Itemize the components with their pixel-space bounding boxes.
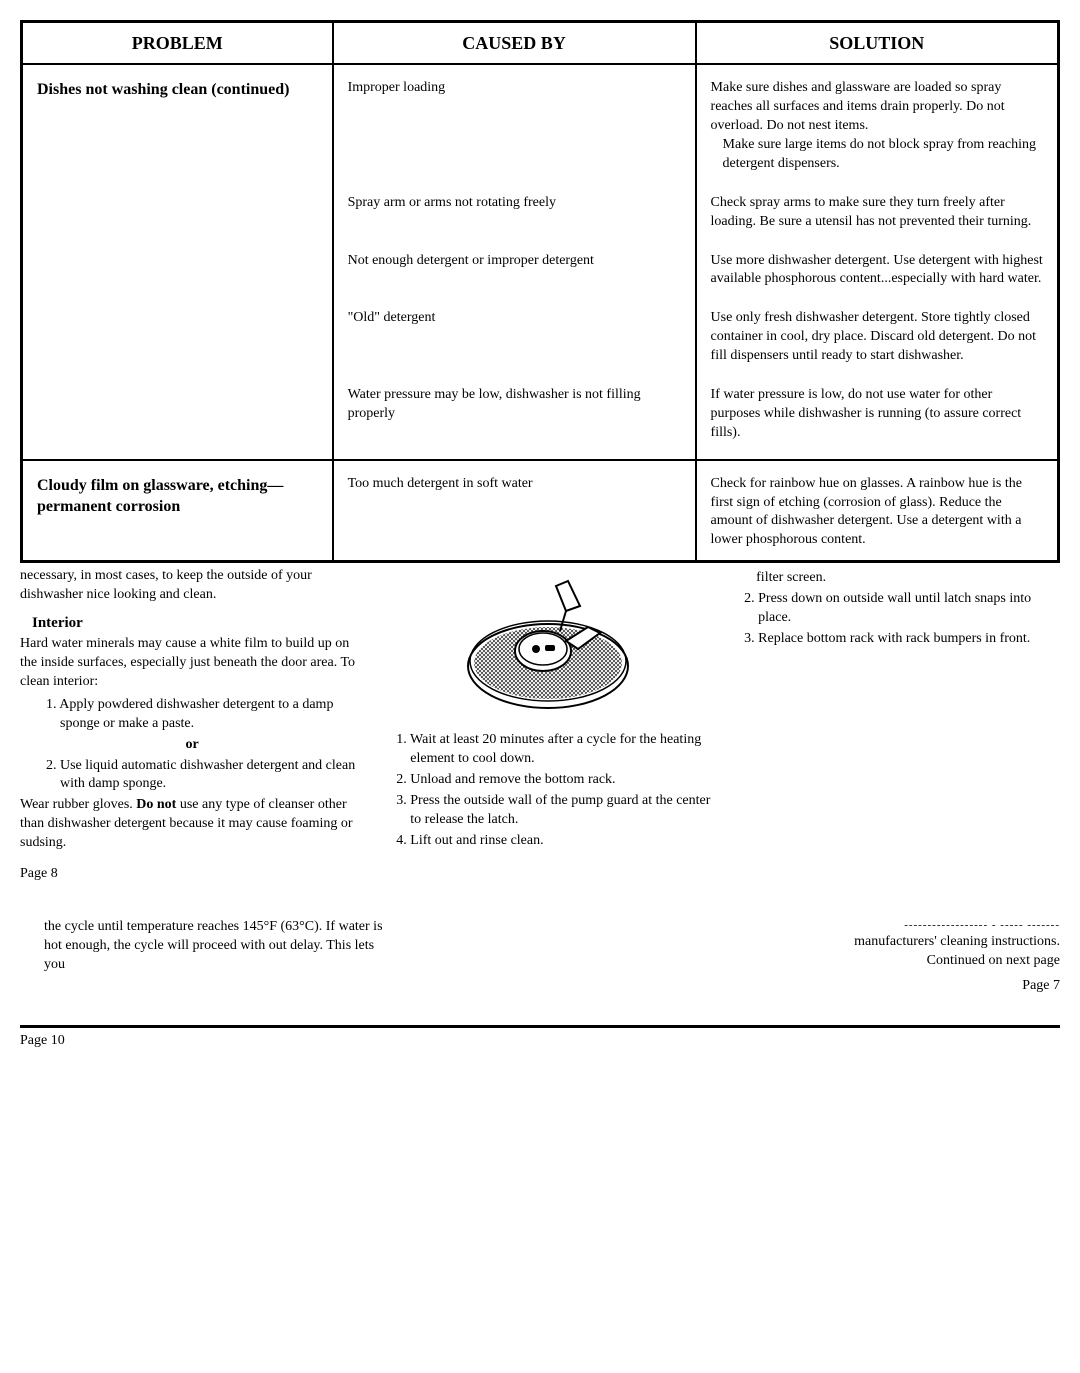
or-label: or	[20, 736, 364, 755]
table-row: Dishes not washing clean (continued) Imp…	[22, 64, 1059, 183]
list-item: 2. Use liquid automatic dishwasher deter…	[34, 757, 364, 795]
list-item: 2. Press down on outside wall until latc…	[732, 590, 1060, 628]
cause-cell: Too much detergent in soft water	[333, 460, 696, 562]
solution-cell: If water pressure is low, do not use wat…	[696, 376, 1059, 460]
wear-gloves-text: Wear rubber gloves. Do not use any type …	[20, 796, 364, 853]
list-item: 4. Lift out and rinse clean.	[384, 832, 712, 851]
header-solution: SOLUTION	[696, 22, 1059, 65]
bottom-rule	[20, 1025, 1060, 1028]
solution-cell: Use more dishwasher detergent. Use deter…	[696, 242, 1059, 300]
column-left: necessary, in most cases, to keep the ou…	[20, 567, 364, 853]
solution-cell: Make sure dishes and glassware are loade…	[696, 64, 1059, 183]
page-7-label: Page 7	[854, 977, 1060, 996]
problem-cell: Cloudy film on glassware, etching—perman…	[22, 460, 333, 562]
page-10-label: Page 10	[20, 1032, 1060, 1051]
list-item: 3. Replace bottom rack with rack bumpers…	[732, 630, 1060, 649]
cause-cell: "Old" detergent	[333, 299, 696, 376]
list-item: 1. Wait at least 20 minutes after a cycl…	[384, 731, 712, 769]
cause-cell: Not enough detergent or improper deterge…	[333, 242, 696, 300]
column-middle: 1. Wait at least 20 minutes after a cycl…	[384, 567, 712, 853]
cycle-text: the cycle until temperature reaches 145°…	[44, 918, 384, 996]
header-problem: PROBLEM	[22, 22, 333, 65]
troubleshooting-table: PROBLEM CAUSED BY SOLUTION Dishes not wa…	[20, 20, 1060, 563]
list-item: 2. Unload and remove the bottom rack.	[384, 771, 712, 790]
problem-cell: Dishes not washing clean (continued)	[22, 64, 333, 459]
page-8-label: Page 8	[20, 865, 1060, 884]
list-item: 3. Press the outside wall of the pump gu…	[384, 792, 712, 830]
interior-body: Hard water minerals may cause a white fi…	[20, 635, 364, 692]
column-right: filter screen. 2. Press down on outside …	[732, 567, 1060, 853]
lower-columns: necessary, in most cases, to keep the ou…	[20, 563, 1060, 853]
footer-row: the cycle until temperature reaches 145°…	[20, 898, 1060, 996]
cause-cell: Improper loading	[333, 64, 696, 183]
solution-cell: Use only fresh dishwasher detergent. Sto…	[696, 299, 1059, 376]
solution-cell: Check for rainbow hue on glasses. A rain…	[696, 460, 1059, 562]
footer-right-block: ------------------ - ----- ------- manuf…	[854, 918, 1060, 996]
list-item: 1. Apply powdered dishwasher detergent t…	[34, 696, 364, 734]
dotted-line: ------------------ - ----- -------	[854, 918, 1060, 933]
intro-text: necessary, in most cases, to keep the ou…	[20, 567, 364, 605]
cause-cell: Spray arm or arms not rotating freely	[333, 184, 696, 242]
filter-screen-illustration	[448, 571, 648, 721]
table-row: Cloudy film on glassware, etching—perman…	[22, 460, 1059, 562]
interior-heading: Interior	[32, 613, 364, 633]
solution-cell: Check spray arms to make sure they turn …	[696, 184, 1059, 242]
list-item: filter screen.	[732, 569, 1060, 588]
manufacturers-text: manufacturers' cleaning instructions.	[854, 933, 1060, 952]
cause-cell: Water pressure may be low, dishwasher is…	[333, 376, 696, 460]
header-cause: CAUSED BY	[333, 22, 696, 65]
continued-text: Continued on next page	[854, 952, 1060, 971]
